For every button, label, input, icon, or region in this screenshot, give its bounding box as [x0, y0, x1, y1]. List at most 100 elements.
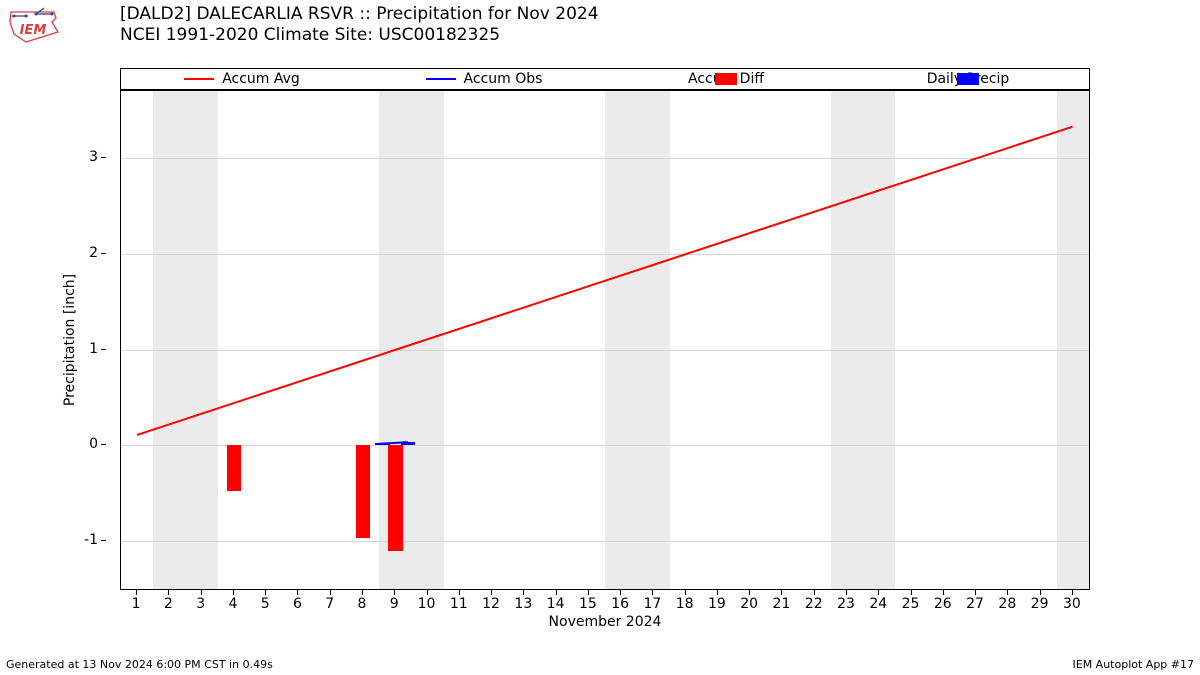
x-tick-label: 1: [132, 596, 141, 612]
gridline: [121, 254, 1089, 255]
x-tick-label: 25: [902, 596, 920, 612]
y-tick-label: 2: [89, 245, 98, 261]
y-tick-mark: [101, 253, 106, 254]
x-tick-label: 23: [837, 596, 855, 612]
x-tick-mark: [911, 590, 912, 595]
x-tick-label: 19: [708, 596, 726, 612]
legend-label: Accum Obs: [464, 71, 543, 87]
x-tick-mark: [588, 590, 589, 595]
x-tick-label: 6: [293, 596, 302, 612]
x-tick-label: 22: [805, 596, 823, 612]
x-tick-mark: [394, 590, 395, 595]
title-line-2: NCEI 1991-2020 Climate Site: USC00182325: [120, 25, 599, 46]
footer-generated: Generated at 13 Nov 2024 6:00 PM CST in …: [6, 658, 273, 671]
x-tick-mark: [943, 590, 944, 595]
legend-swatch: [426, 78, 456, 80]
x-tick-mark: [265, 590, 266, 595]
footer-app: IEM Autoplot App #17: [1073, 658, 1195, 671]
legend-item: Accum Obs: [363, 71, 605, 87]
x-tick-label: 30: [1063, 596, 1081, 612]
x-tick-mark: [749, 590, 750, 595]
y-tick-mark: [101, 444, 106, 445]
legend: Accum Avg Accum Obs Accum DiffDaily Precip: [120, 68, 1090, 90]
x-tick-label: 29: [1031, 596, 1049, 612]
x-tick-mark: [1040, 590, 1041, 595]
x-tick-mark: [330, 590, 331, 595]
weekend-band: [605, 91, 670, 589]
bar: [227, 445, 242, 491]
x-tick-label: 4: [228, 596, 237, 612]
y-tick-label: 1: [89, 341, 98, 357]
x-tick-label: 18: [676, 596, 694, 612]
y-tick-mark: [101, 540, 106, 541]
legend-label: Accum Avg: [222, 71, 300, 87]
weekend-band: [153, 91, 218, 589]
y-axis-label: Precipitation [inch]: [60, 90, 80, 590]
legend-item: Daily Precip: [847, 71, 1089, 87]
y-tick-mark: [101, 157, 106, 158]
x-tick-label: 10: [418, 596, 436, 612]
gridline: [121, 541, 1089, 542]
chart-title: [DALD2] DALECARLIA RSVR :: Precipitation…: [120, 4, 599, 47]
x-tick-label: 21: [773, 596, 791, 612]
x-tick-label: 20: [740, 596, 758, 612]
x-tick-label: 15: [579, 596, 597, 612]
x-tick-label: 12: [482, 596, 500, 612]
x-tick-label: 8: [358, 596, 367, 612]
weekend-band: [831, 91, 896, 589]
x-tick-label: 2: [164, 596, 173, 612]
bar: [388, 445, 403, 550]
x-tick-mark: [362, 590, 363, 595]
x-tick-mark: [556, 590, 557, 595]
gridline: [121, 158, 1089, 159]
x-tick-mark: [491, 590, 492, 595]
x-tick-mark: [878, 590, 879, 595]
x-tick-label: 11: [450, 596, 468, 612]
x-tick-label: 28: [998, 596, 1016, 612]
x-tick-mark: [620, 590, 621, 595]
x-tick-mark: [201, 590, 202, 595]
x-tick-mark: [685, 590, 686, 595]
x-axis-label: November 2024: [120, 614, 1090, 630]
x-tick-mark: [136, 590, 137, 595]
y-tick-label: 0: [89, 436, 98, 452]
plot-area: [120, 90, 1090, 590]
x-tick-mark: [459, 590, 460, 595]
legend-item: Accum Diff: [605, 71, 847, 87]
y-tick-label: -1: [84, 532, 98, 548]
svg-text:IEM: IEM: [20, 23, 47, 38]
x-tick-mark: [1072, 590, 1073, 595]
x-tick-label: 13: [514, 596, 532, 612]
gridline: [121, 350, 1089, 351]
x-tick-label: 7: [325, 596, 334, 612]
x-tick-label: 16: [611, 596, 629, 612]
x-tick-mark: [1007, 590, 1008, 595]
bar: [356, 445, 371, 538]
x-tick-label: 9: [390, 596, 399, 612]
precipitation-chart: Accum Avg Accum Obs Accum DiffDaily Precip…: [120, 68, 1090, 626]
legend-swatch: [184, 78, 214, 80]
x-tick-mark: [233, 590, 234, 595]
x-tick-mark: [427, 590, 428, 595]
x-tick-mark: [652, 590, 653, 595]
title-line-1: [DALD2] DALECARLIA RSVR :: Precipitation…: [120, 4, 599, 25]
x-tick-label: 14: [547, 596, 565, 612]
x-tick-mark: [781, 590, 782, 595]
x-tick-label: 26: [934, 596, 952, 612]
weekend-band: [1057, 91, 1089, 589]
x-tick-mark: [717, 590, 718, 595]
x-tick-label: 17: [643, 596, 661, 612]
x-tick-label: 24: [869, 596, 887, 612]
x-tick-mark: [523, 590, 524, 595]
legend-item: Accum Avg: [121, 71, 363, 87]
legend-swatch: [715, 73, 737, 85]
x-tick-mark: [975, 590, 976, 595]
x-tick-mark: [168, 590, 169, 595]
x-tick-label: 3: [196, 596, 205, 612]
y-tick-label: 3: [89, 149, 98, 165]
x-tick-mark: [846, 590, 847, 595]
x-tick-label: 5: [261, 596, 270, 612]
gridline: [121, 445, 1089, 446]
y-tick-mark: [101, 349, 106, 350]
x-tick-mark: [814, 590, 815, 595]
